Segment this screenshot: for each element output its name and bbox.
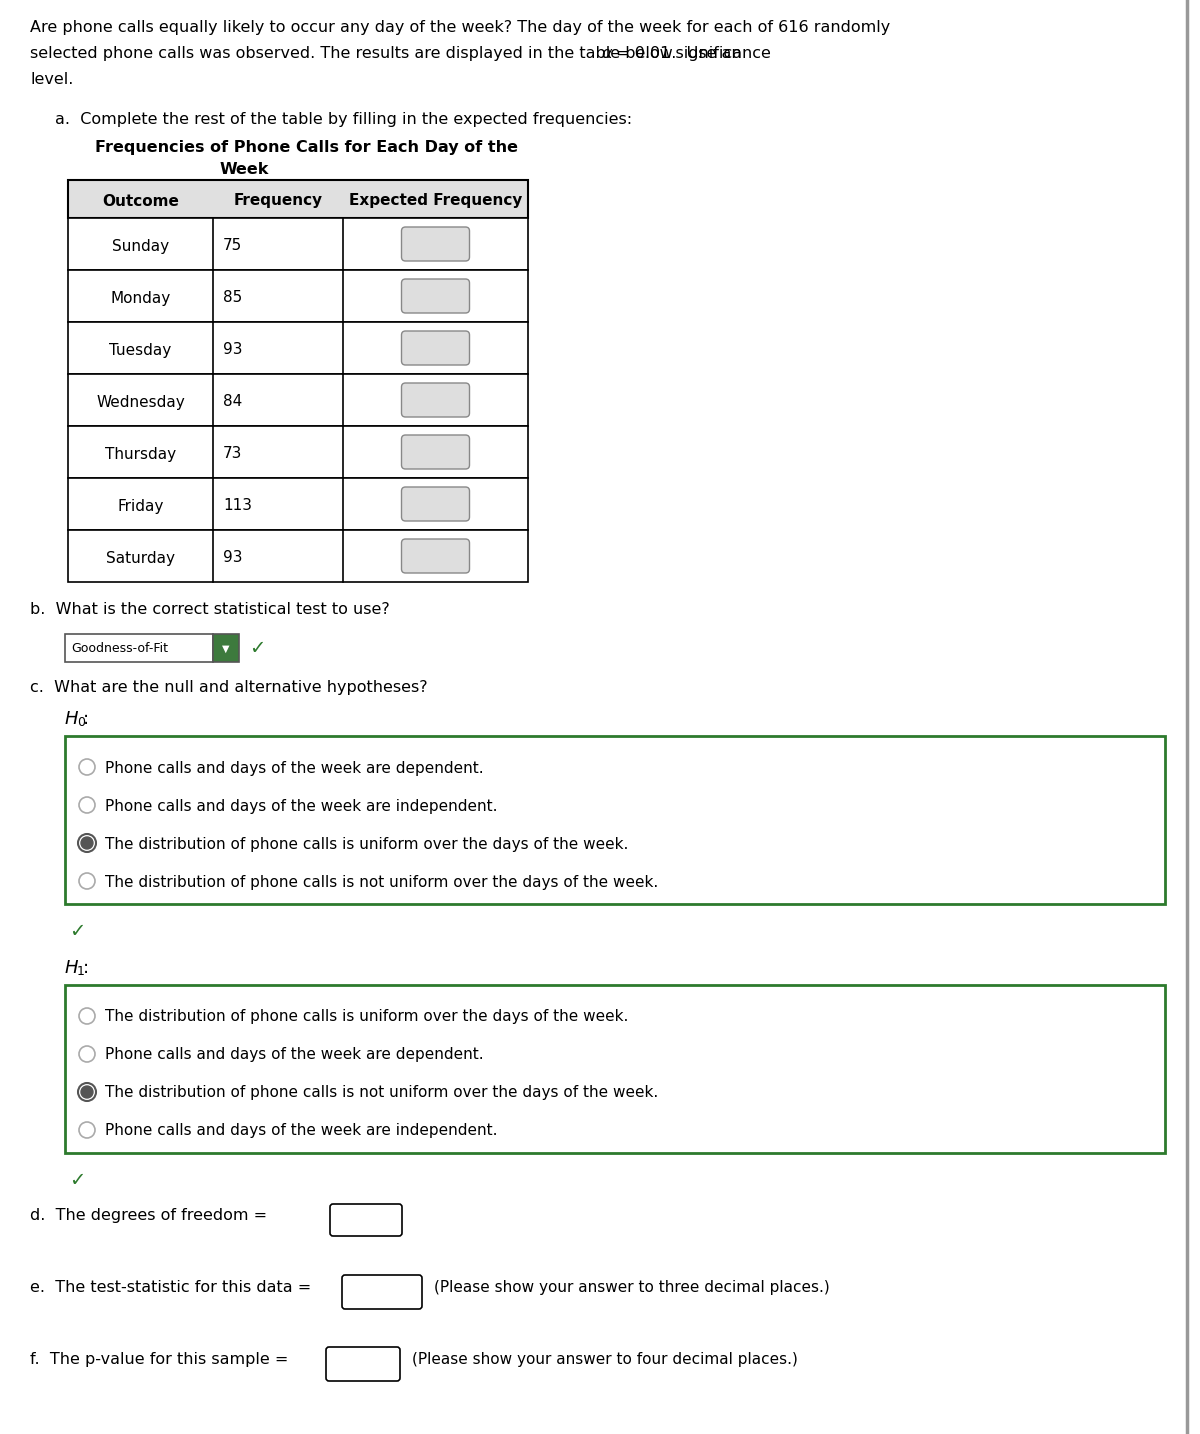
Text: Frequency: Frequency <box>234 194 323 208</box>
Text: 75: 75 <box>223 238 242 254</box>
Text: 73: 73 <box>223 446 242 462</box>
Text: ✓: ✓ <box>250 640 265 658</box>
Text: Phone calls and days of the week are dependent.: Phone calls and days of the week are dep… <box>106 1047 484 1063</box>
Text: :: : <box>83 710 89 728</box>
Text: Saturday: Saturday <box>106 551 175 565</box>
Bar <box>214 634 239 663</box>
Circle shape <box>79 797 95 813</box>
Text: a.  Complete the rest of the table by filling in the expected frequencies:: a. Complete the rest of the table by fil… <box>55 112 632 128</box>
Text: Goodness-of-Fit: Goodness-of-Fit <box>71 642 168 655</box>
FancyBboxPatch shape <box>326 1347 400 1381</box>
Text: Friday: Friday <box>118 499 163 513</box>
Text: Are phone calls equally likely to occur any day of the week? The day of the week: Are phone calls equally likely to occur … <box>30 20 890 34</box>
Bar <box>65 634 214 663</box>
FancyBboxPatch shape <box>402 435 469 469</box>
Text: Thursday: Thursday <box>104 446 176 462</box>
Text: d.  The degrees of freedom =: d. The degrees of freedom = <box>30 1207 268 1223</box>
Bar <box>68 531 528 582</box>
Text: The distribution of phone calls is uniform over the days of the week.: The distribution of phone calls is unifo… <box>106 836 629 852</box>
Bar <box>68 181 528 218</box>
Text: 113: 113 <box>223 499 252 513</box>
Text: Phone calls and days of the week are independent.: Phone calls and days of the week are ind… <box>106 799 498 813</box>
Text: c.  What are the null and alternative hypotheses?: c. What are the null and alternative hyp… <box>30 680 427 695</box>
Text: Expected Frequency: Expected Frequency <box>349 194 522 208</box>
Bar <box>65 736 1165 903</box>
Text: H: H <box>65 710 78 728</box>
Text: Phone calls and days of the week are dependent.: Phone calls and days of the week are dep… <box>106 760 484 776</box>
FancyBboxPatch shape <box>330 1205 402 1236</box>
FancyBboxPatch shape <box>402 331 469 366</box>
FancyBboxPatch shape <box>402 539 469 574</box>
Text: Monday: Monday <box>110 291 170 305</box>
Circle shape <box>82 1086 94 1098</box>
Text: e.  The test-statistic for this data =: e. The test-statistic for this data = <box>30 1281 311 1295</box>
Text: Phone calls and days of the week are independent.: Phone calls and days of the week are ind… <box>106 1123 498 1139</box>
Circle shape <box>79 759 95 774</box>
Text: Week: Week <box>220 162 269 176</box>
Circle shape <box>78 1083 96 1101</box>
FancyBboxPatch shape <box>402 227 469 261</box>
Bar <box>68 478 528 531</box>
Text: 85: 85 <box>223 291 242 305</box>
Bar <box>68 218 528 270</box>
Circle shape <box>79 1008 95 1024</box>
Text: The distribution of phone calls is uniform over the days of the week.: The distribution of phone calls is unifo… <box>106 1010 629 1024</box>
Text: (Please show your answer to four decimal places.): (Please show your answer to four decimal… <box>412 1352 798 1367</box>
Text: level.: level. <box>30 72 73 87</box>
Text: b.  What is the correct statistical test to use?: b. What is the correct statistical test … <box>30 602 390 617</box>
Text: H: H <box>65 959 78 977</box>
Bar <box>68 323 528 374</box>
Text: Sunday: Sunday <box>112 238 169 254</box>
Text: The distribution of phone calls is not uniform over the days of the week.: The distribution of phone calls is not u… <box>106 875 659 889</box>
Bar <box>68 270 528 323</box>
FancyBboxPatch shape <box>402 488 469 521</box>
Text: (Please show your answer to three decimal places.): (Please show your answer to three decima… <box>434 1281 829 1295</box>
Circle shape <box>78 835 96 852</box>
Text: 93: 93 <box>223 551 242 565</box>
Text: = 0.01 significance: = 0.01 significance <box>611 46 772 62</box>
Circle shape <box>79 1121 95 1139</box>
Text: Wednesday: Wednesday <box>96 394 185 410</box>
Text: f.  The p-value for this sample =: f. The p-value for this sample = <box>30 1352 288 1367</box>
Circle shape <box>79 1045 95 1063</box>
Text: Frequencies of Phone Calls for Each Day of the: Frequencies of Phone Calls for Each Day … <box>95 141 518 155</box>
Text: :: : <box>83 959 89 977</box>
Text: Outcome: Outcome <box>102 194 179 208</box>
FancyBboxPatch shape <box>402 383 469 417</box>
Text: 1: 1 <box>77 965 85 978</box>
Text: Tuesday: Tuesday <box>109 343 172 357</box>
Text: The distribution of phone calls is not uniform over the days of the week.: The distribution of phone calls is not u… <box>106 1086 659 1100</box>
Text: ▼: ▼ <box>222 644 229 654</box>
Bar <box>68 374 528 426</box>
Circle shape <box>82 837 94 849</box>
Bar <box>65 985 1165 1153</box>
Text: ✓: ✓ <box>70 922 85 941</box>
Text: α: α <box>601 46 612 62</box>
Circle shape <box>79 873 95 889</box>
FancyBboxPatch shape <box>342 1275 422 1309</box>
Text: ✓: ✓ <box>70 1172 85 1190</box>
Text: selected phone calls was observed. The results are displayed in the table below.: selected phone calls was observed. The r… <box>30 46 746 62</box>
Text: 0: 0 <box>77 716 85 728</box>
Text: 84: 84 <box>223 394 242 410</box>
Bar <box>68 426 528 478</box>
Text: 93: 93 <box>223 343 242 357</box>
FancyBboxPatch shape <box>402 280 469 313</box>
